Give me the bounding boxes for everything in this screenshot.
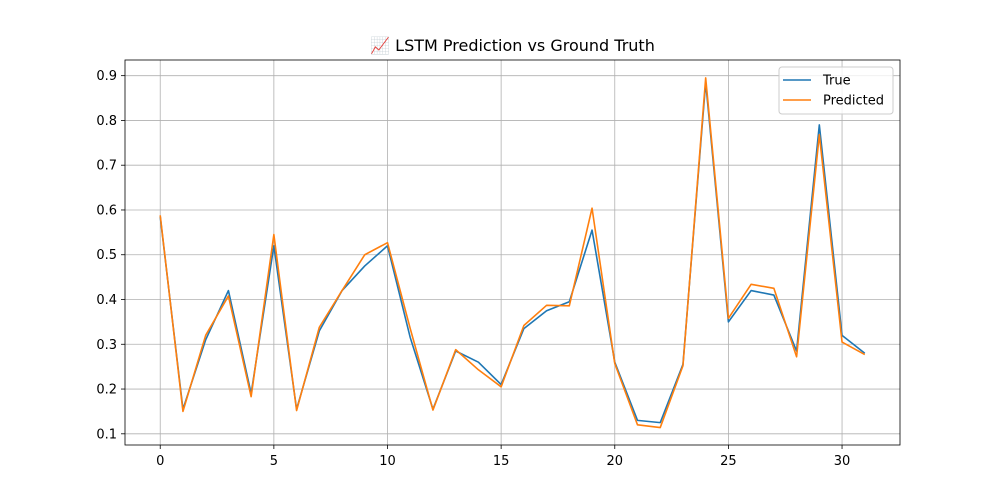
y-tick-label: 0.3: [96, 338, 117, 353]
x-tick-label: 10: [379, 454, 396, 469]
chart-title: 📈 LSTM Prediction vs Ground Truth: [370, 36, 655, 55]
x-tick-label: 5: [270, 454, 278, 469]
x-tick-label: 15: [493, 454, 510, 469]
axis-ticks: 0 5 10 15 20 25 30 0.1 0.2 0.3 0.4 0.5 0.6 0.7 0.8 0.9: [96, 69, 850, 469]
x-tick-label: 0: [156, 454, 164, 469]
y-tick-label: 0.6: [96, 203, 117, 218]
series-group: [159, 77, 866, 429]
y-tick-label: 0.2: [96, 383, 117, 398]
y-tick-label: 0.4: [96, 293, 117, 308]
legend-label-predicted: Predicted: [823, 94, 884, 109]
x-tick-label: 20: [606, 454, 623, 469]
legend-box: [778, 66, 894, 115]
y-tick-label: 0.5: [96, 248, 117, 263]
y-tick-label: 0.7: [96, 159, 117, 174]
plot-frame: [124, 59, 901, 446]
series-line-predicted: [159, 77, 866, 429]
legend: True Predicted: [778, 66, 894, 115]
y-tick-label: 0.8: [96, 114, 117, 129]
x-tick-label: 30: [834, 454, 851, 469]
x-tick-label: 25: [720, 454, 737, 469]
grid: [125, 60, 900, 445]
legend-label-true: True: [822, 74, 851, 89]
y-tick-label: 0.9: [96, 69, 117, 84]
y-tick-label: 0.1: [96, 427, 117, 442]
